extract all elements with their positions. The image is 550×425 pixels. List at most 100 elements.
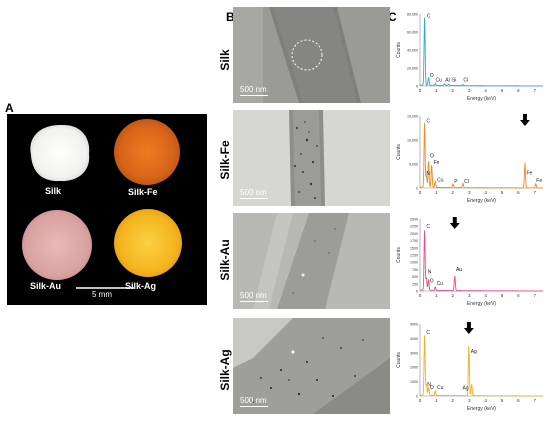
x-tick-label: 0 [419,293,422,298]
tem-scale-label: 500 nm [240,395,267,405]
peak-arrow-head [463,328,474,334]
spectrum-line [420,17,543,87]
peak-label: Au [456,267,462,273]
x-tick-label: 7 [534,88,537,93]
x-tick-label: 4 [484,190,487,195]
y-tick-label: 5000 [410,323,418,327]
panel-label-c: C [388,10,397,24]
peak-label: N [428,270,432,276]
x-tick-label: 4 [484,293,487,298]
x-axis-title: Energy (keV) [467,96,497,102]
peak-label: N [427,382,431,388]
peak-label: Fe [434,160,440,166]
x-tick-label: 3 [468,190,471,195]
y-tick-label: 10,000 [407,139,418,143]
peak-label: C [426,119,430,125]
peak-label: Fe [536,178,542,184]
peak-label: Cl [463,78,468,84]
peak-label: Cu [437,177,444,183]
x-tick-label: 6 [517,88,520,93]
photo-label-silk-ag: Silk-Ag [125,281,157,291]
eds-spectrum-silk-fe: 0 5,000 10,000 15,000 0 1 2 3 4 5 6 7 Energy (keV) Co… [392,110,547,206]
photo-label-silk-au: Silk-Au [30,281,62,291]
x-tick-label: 5 [501,88,504,93]
y-axis-title: Counts [396,42,402,58]
y-tick-label: 1500 [410,246,418,250]
y-axis-title: Counts [396,144,402,160]
tem-scale-bar: 500 nm [240,290,268,302]
tem-scale-label: 500 nm [240,84,267,94]
y-tick-label: 40,000 [407,49,418,53]
y-tick-label: 1000 [410,261,418,265]
sample-photo-drawing [22,119,182,289]
peak-arrow [519,114,530,126]
peak-label: Cu [437,385,444,391]
x-axis-title: Energy (keV) [467,301,497,307]
tem-scale-label: 500 nm [240,290,267,300]
tem-image-silk-fe: 500 nm [233,110,390,206]
x-axis-title: Energy (keV) [467,406,497,412]
x-tick-label: 3 [468,88,471,93]
tem-scale-line [240,405,268,407]
x-tick-label: 5 [501,293,504,298]
spectrum-line [420,335,543,397]
peak-label: O [430,278,434,284]
eds-spectrum-silk: 0 20,000 40,000 60,000 80,000 0 1 2 3 4 5 6 7 Energy … [392,8,547,104]
x-tick-label: 3 [468,293,471,298]
peak-label: Cu [435,78,442,84]
x-axis-title: Energy (keV) [467,198,497,204]
x-tick-label: 1 [435,190,438,195]
peak-label: O [430,73,434,79]
tem-silk-fe-drawing [233,110,390,206]
photo-label-silk: Silk [45,186,62,196]
analysis-region-circle [291,39,323,71]
peak-label: Cu [437,281,444,287]
x-tick-label: 3 [468,398,471,403]
y-tick-label: 4000 [410,337,418,341]
spectrum-line [420,230,543,292]
y-tick-label: 5,000 [409,163,418,167]
tem-row-label-text: Silk-Ag [218,349,232,391]
peak-arrow [463,322,474,334]
y-tick-label: 250 [412,282,418,286]
peak-label: Cl [464,179,469,185]
y-tick-label: 3000 [410,351,418,355]
y-tick-label: 0 [416,395,418,399]
x-tick-label: 2 [452,293,455,298]
y-tick-label: 750 [412,268,418,272]
tem-scale-line [240,94,268,96]
x-tick-label: 0 [419,398,422,403]
x-tick-label: 0 [419,190,422,195]
peak-label: N [426,171,430,177]
peak-arrow-head [519,120,530,126]
y-tick-label: 500 [412,275,418,279]
tem-silk-drawing [233,7,390,103]
peak-label: Al [445,78,449,84]
x-tick-label: 0 [419,88,422,93]
x-tick-label: 2 [452,398,455,403]
x-tick-label: 1 [435,293,438,298]
x-tick-label: 5 [501,398,504,403]
y-axis-title: Counts [396,247,402,263]
y-tick-label: 20,000 [407,67,418,71]
x-tick-label: 5 [501,190,504,195]
peak-label: C [426,224,430,230]
x-tick-label: 6 [517,293,520,298]
photo-label-silk-fe: Silk-Fe [128,187,158,197]
peak-label: Si [452,78,456,84]
panel-label-a: A [5,101,14,115]
panel-label-b: B [226,10,235,24]
x-tick-label: 4 [484,88,487,93]
tem-scale-line [240,197,268,199]
x-tick-label: 2 [452,88,455,93]
tem-scale-bar: 500 nm [240,188,268,199]
tem-image-silk-ag: 500 nm [233,318,390,414]
tem-scale-line [240,300,268,302]
tem-image-silk: 500 nm [233,7,390,103]
x-tick-label: 1 [435,88,438,93]
y-tick-label: 2000 [410,366,418,370]
x-tick-label: 7 [534,293,537,298]
tem-row-label-text: Silk-Fe [218,140,232,180]
